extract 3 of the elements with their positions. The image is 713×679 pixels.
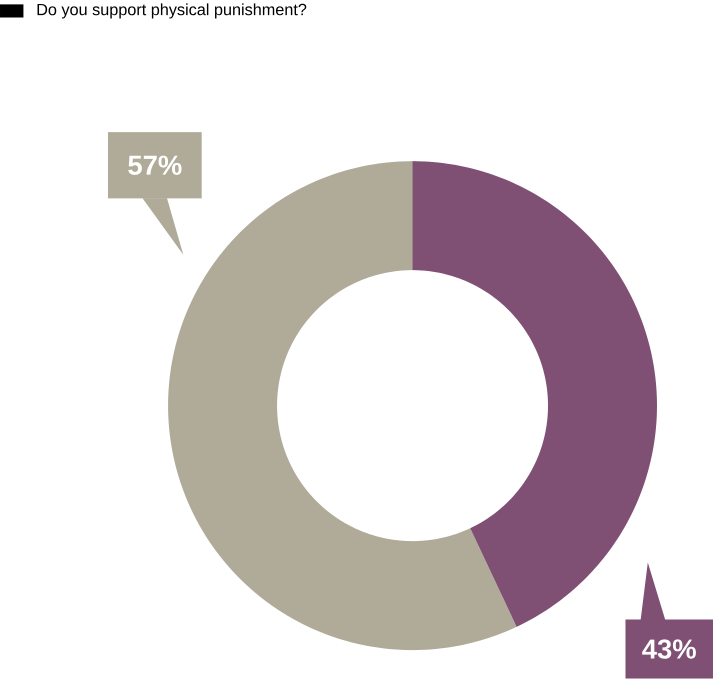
chart-title: Do you support physical punishment?: [38, 4, 306, 19]
data-label: 43%: [642, 640, 696, 659]
data-label: 57%: [128, 156, 182, 176]
